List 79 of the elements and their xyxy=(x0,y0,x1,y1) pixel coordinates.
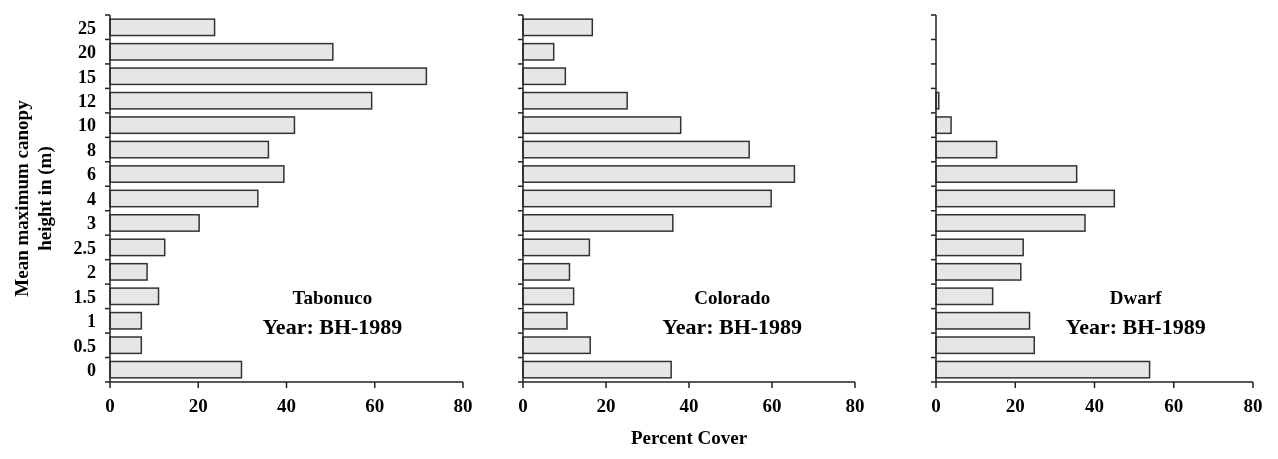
bar xyxy=(935,189,1116,208)
bar xyxy=(522,336,591,355)
x-tick-label: 60 xyxy=(365,395,385,416)
bar xyxy=(109,360,243,379)
bar xyxy=(109,189,259,208)
bar xyxy=(935,336,1036,355)
x-tick-label: 0 xyxy=(518,395,528,416)
x-tick-label: 0 xyxy=(105,395,115,416)
bar xyxy=(109,262,148,281)
text: Tabonuco xyxy=(292,287,373,308)
y-tick-label: 12 xyxy=(78,91,96,111)
x-tick-label: 40 xyxy=(679,395,699,416)
y-tick-label: 1.5 xyxy=(73,286,96,307)
bar xyxy=(109,165,285,183)
bar xyxy=(522,116,682,135)
x-tick-label: 80 xyxy=(1243,395,1263,416)
text: Colorado xyxy=(694,287,771,308)
bar xyxy=(522,91,628,110)
x-tick-label: 40 xyxy=(277,395,296,416)
bar xyxy=(109,116,296,135)
x-tick-label: 80 xyxy=(845,395,865,416)
bar xyxy=(109,18,216,37)
bar xyxy=(935,140,998,159)
bar xyxy=(109,336,143,355)
bar xyxy=(522,262,571,281)
x-tick-label: 60 xyxy=(762,395,782,416)
y-tick-label: 20 xyxy=(78,42,96,63)
y-tick-label: 2 xyxy=(87,262,96,283)
y-axis-title: Mean maximum canopy height in (m) xyxy=(11,99,56,297)
bar xyxy=(935,311,1031,330)
y-tick-label: 25 xyxy=(78,17,96,38)
y-tick-label: 10 xyxy=(78,115,96,136)
bar xyxy=(935,287,994,306)
x-tick-label: 20 xyxy=(188,395,208,416)
bar xyxy=(935,262,1022,281)
x-tick-label: 20 xyxy=(1005,395,1025,416)
y-tick-label: 3 xyxy=(87,213,96,234)
y-tick-label: 1 xyxy=(87,311,96,332)
bar xyxy=(522,311,568,330)
y-tick-label: 0.5 xyxy=(73,335,96,356)
bar xyxy=(522,287,575,306)
x-axis-title: Percent Cover xyxy=(630,427,748,448)
bar xyxy=(522,140,750,159)
bar xyxy=(935,165,1078,183)
y-tick-label: 8 xyxy=(87,139,96,160)
bar xyxy=(522,189,772,208)
bar xyxy=(109,287,160,306)
text: Dwarf xyxy=(1109,287,1163,308)
y-tick-label: 15 xyxy=(78,66,96,87)
text: Year: BH-1989 xyxy=(262,314,403,339)
bar xyxy=(109,311,143,330)
bar xyxy=(109,238,166,257)
bar xyxy=(522,238,591,257)
bar xyxy=(109,42,334,61)
bar xyxy=(522,214,674,232)
bar xyxy=(109,67,428,86)
bar xyxy=(935,116,952,135)
bar xyxy=(109,91,373,110)
x-tick-label: 20 xyxy=(596,395,616,416)
bar xyxy=(935,238,1024,257)
text: Year: BH-1989 xyxy=(662,314,803,339)
text: Year: BH-1989 xyxy=(1065,314,1206,339)
y-tick-label: 4 xyxy=(87,188,96,209)
x-tick-label: 60 xyxy=(1164,395,1184,416)
x-tick-label: 40 xyxy=(1085,395,1104,416)
bar xyxy=(522,18,594,37)
bar xyxy=(109,214,200,232)
bar xyxy=(522,42,555,61)
bar xyxy=(935,360,1151,379)
y-tick-label: 6 xyxy=(87,164,96,185)
y-tick-label: 0 xyxy=(87,359,96,380)
y-tick-label: 2.5 xyxy=(73,237,96,258)
bar xyxy=(522,165,796,183)
x-tick-label: 80 xyxy=(453,395,473,416)
bar xyxy=(522,360,672,379)
x-tick-label: 0 xyxy=(931,395,941,416)
bar xyxy=(522,67,567,86)
bar xyxy=(935,214,1086,232)
bar xyxy=(109,140,270,159)
